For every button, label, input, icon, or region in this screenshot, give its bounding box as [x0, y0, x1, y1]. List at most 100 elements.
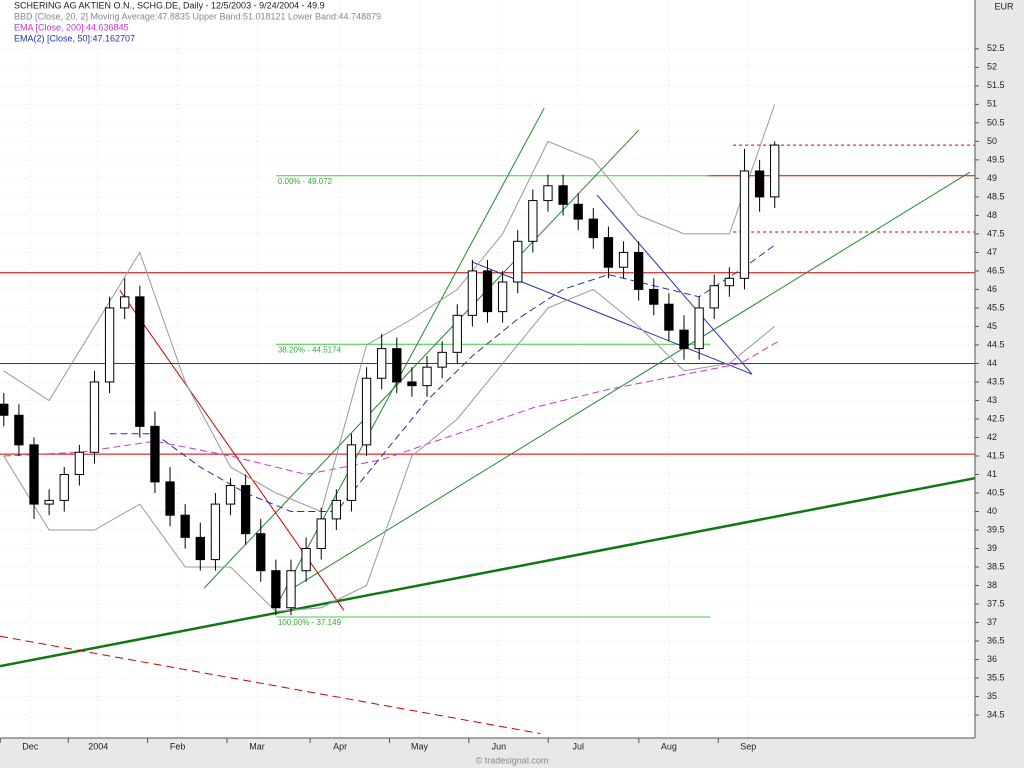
y-tick-label: 39.5 [987, 524, 1005, 534]
y-tick-label: 36 [987, 654, 997, 664]
indicator-line [3, 104, 776, 513]
y-tick-label: 49 [987, 173, 997, 183]
candle-body [377, 348, 387, 379]
y-tick-label: 44 [987, 358, 997, 368]
candle-body [59, 473, 69, 501]
candle-body [361, 377, 372, 446]
candle-body [135, 296, 145, 427]
y-tick-label: 45 [987, 321, 997, 331]
candle-body [634, 251, 644, 290]
trendline [0, 635, 541, 735]
y-tick-label: 52 [987, 62, 997, 72]
y-tick-label: 40.5 [987, 487, 1005, 497]
y-tick-label: 35.5 [987, 672, 1005, 682]
candle-body [497, 281, 508, 313]
y-tick-label: 40 [987, 506, 997, 516]
indicator-line [3, 340, 779, 476]
y-tick-label: 37 [987, 617, 997, 627]
x-axis-panel [0, 738, 975, 768]
candle-body [89, 381, 100, 453]
candle-body [316, 518, 326, 550]
candle-body [679, 329, 689, 350]
candle-body [754, 170, 765, 198]
y-tick-label: 44.5 [987, 339, 1005, 349]
candle-body [195, 536, 205, 561]
indicator-line [109, 244, 775, 512]
candle-body [770, 144, 780, 198]
y-tick-label: 43 [987, 395, 997, 405]
x-tick-label: 2004 [88, 741, 108, 751]
candle-body [603, 237, 614, 268]
candle-body [301, 548, 311, 572]
candle-body [724, 277, 735, 287]
currency-label: EUR [994, 1, 1014, 11]
candle-body [104, 307, 115, 383]
fib-label: 100.00% - 37.149 [278, 618, 342, 627]
y-tick-label: 41 [987, 469, 997, 479]
x-tick-label: Dec [22, 741, 39, 751]
chart-title: SCHERING AG AKTIEN O.N., SCHG.DE, Daily … [14, 0, 325, 10]
candle-body [392, 348, 402, 383]
trendline [0, 476, 976, 668]
y-tick-label: 46 [987, 284, 997, 294]
y-tick-label: 38.5 [987, 561, 1005, 571]
y-tick-label: 38 [987, 580, 997, 590]
y-tick-label: 43.5 [987, 376, 1005, 386]
plot-area [0, 0, 976, 738]
candle-body [709, 285, 719, 309]
y-tick-label: 49.5 [987, 154, 1005, 164]
candle-body [513, 240, 523, 283]
candle-body [528, 200, 538, 242]
y-tick-label: 41.5 [987, 450, 1005, 460]
candle-body [14, 414, 24, 446]
indicator-label: BBD [Close, 20, 2] Moving Average:47.883… [14, 11, 381, 21]
y-tick-label: 34.5 [987, 709, 1005, 719]
candle-body [543, 185, 553, 202]
y-tick-label: 50 [987, 136, 997, 146]
y-tick-label: 48 [987, 210, 997, 220]
trendline [203, 129, 640, 589]
candle-body [346, 444, 357, 501]
candle-body [0, 403, 9, 416]
y-tick-label: 39 [987, 543, 997, 553]
y-tick-label: 52.5 [987, 43, 1005, 53]
candle-body [739, 170, 750, 279]
candle-body [180, 514, 190, 538]
candle-body [649, 288, 659, 305]
candle-body [44, 499, 54, 505]
candle-body [331, 499, 341, 520]
y-tick-label: 46.5 [987, 265, 1005, 275]
candle-body [407, 381, 417, 387]
y-tick-label: 47.5 [987, 228, 1005, 238]
source-label: © tradesignal.com [476, 755, 549, 765]
x-tick-label: Jul [572, 741, 584, 751]
candle-body [452, 314, 462, 353]
candle-body [150, 425, 160, 483]
x-tick-label: Jun [492, 741, 507, 751]
candle-body [664, 303, 674, 331]
candle-body [558, 185, 568, 205]
x-tick-label: Sep [740, 741, 756, 751]
y-tick-label: 42 [987, 432, 997, 442]
candle-body [618, 251, 629, 268]
y-tick-label: 35 [987, 691, 997, 701]
x-tick-label: Aug [661, 741, 677, 751]
candle-body [573, 203, 583, 220]
y-tick-label: 45.5 [987, 302, 1005, 312]
y-tick-label: 36.5 [987, 635, 1005, 645]
y-tick-label: 51.5 [987, 80, 1005, 90]
candle-body [467, 270, 478, 316]
candle-body [29, 444, 39, 505]
y-tick-label: 48.5 [987, 191, 1005, 201]
candle-body [210, 503, 221, 561]
y-tick-label: 37.5 [987, 598, 1005, 608]
y-tick-label: 51 [987, 99, 997, 109]
candle-body [482, 270, 493, 313]
candle-body [437, 351, 447, 368]
y-tick-label: 42.5 [987, 413, 1005, 423]
x-tick-label: Mar [249, 741, 265, 751]
y-axis-panel [975, 0, 1024, 768]
x-tick-label: Feb [170, 741, 186, 751]
trendline [596, 194, 753, 375]
